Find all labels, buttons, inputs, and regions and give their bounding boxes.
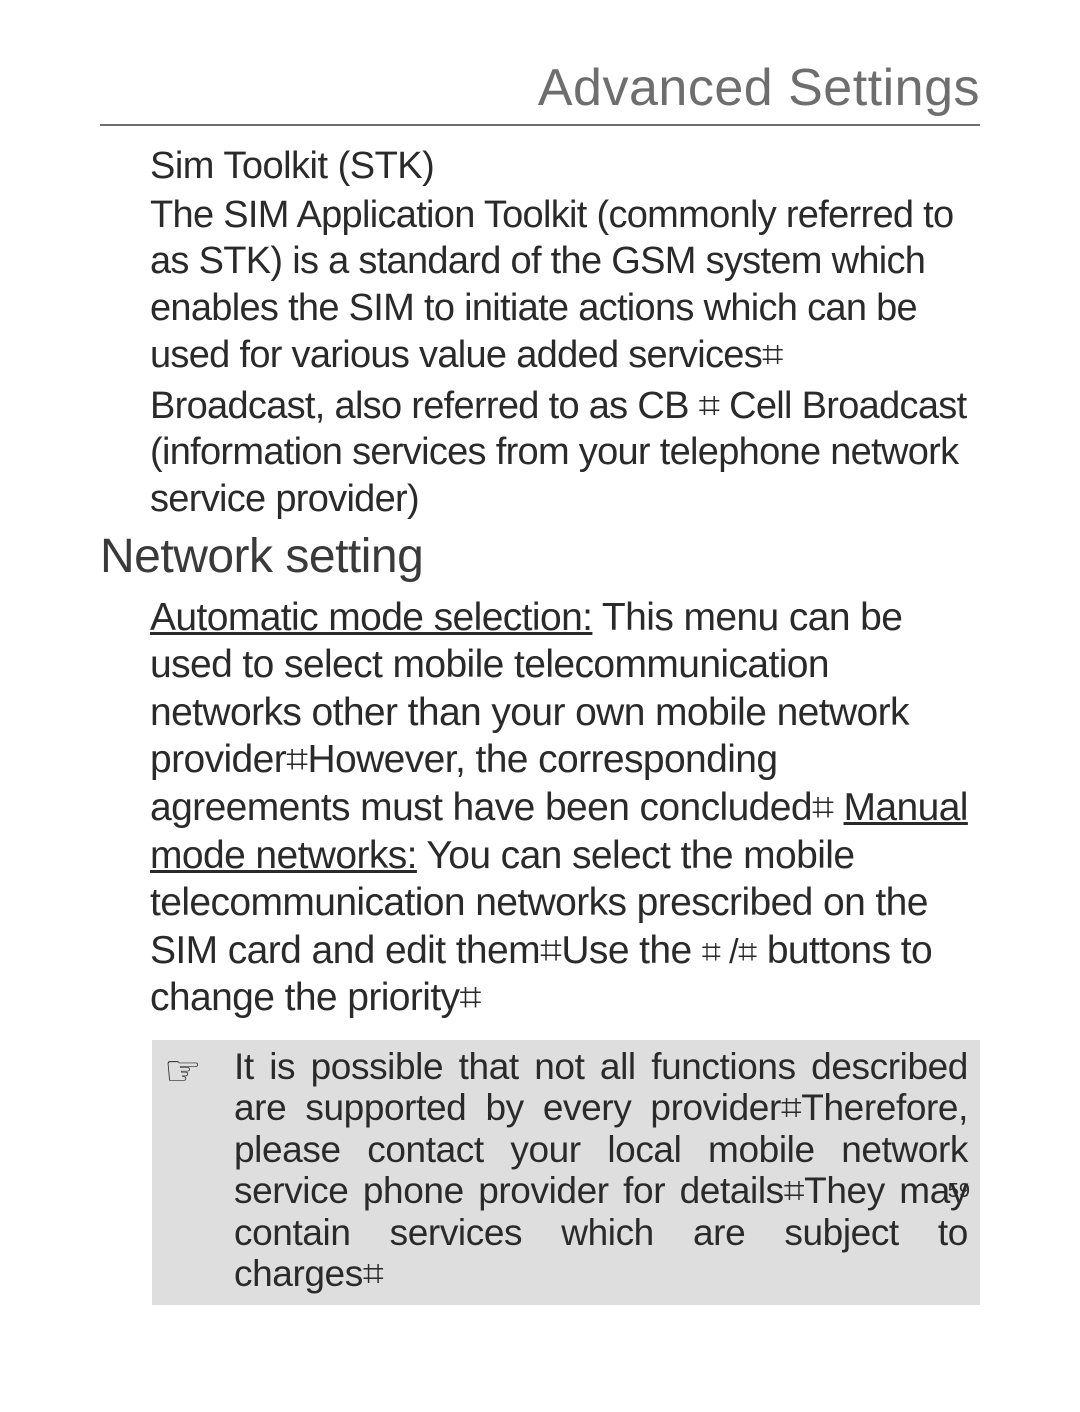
note-callout: ☞ It is possible that not all functions … bbox=[152, 1040, 980, 1305]
pointing-hand-icon: ☞ bbox=[164, 1046, 234, 1295]
page-header-title: Advanced Settings bbox=[100, 58, 980, 126]
note-text: It is possible that not all functions de… bbox=[234, 1046, 968, 1295]
label-automatic-mode: Automatic mode selection: bbox=[150, 596, 592, 639]
document-page: Advanced Settings Sim Toolkit (STK) The … bbox=[100, 58, 980, 1305]
paragraph-stk-desc: The SIM Application Toolkit (commonly re… bbox=[150, 192, 980, 379]
document-body: Sim Toolkit (STK) The SIM Application To… bbox=[100, 144, 980, 1305]
paragraph-broadcast: Broadcast, also referred to as CB ⌗ Cell… bbox=[150, 383, 980, 523]
section-heading-stk: Sim Toolkit (STK) bbox=[150, 144, 980, 190]
paragraph-network: Automatic mode selection: This menu can … bbox=[150, 594, 980, 1022]
page-number: 59 bbox=[948, 1180, 970, 1203]
nav-buttons-glyph: ⌗ /⌗ bbox=[702, 933, 757, 971]
section-heading-network: Network setting bbox=[100, 529, 980, 584]
